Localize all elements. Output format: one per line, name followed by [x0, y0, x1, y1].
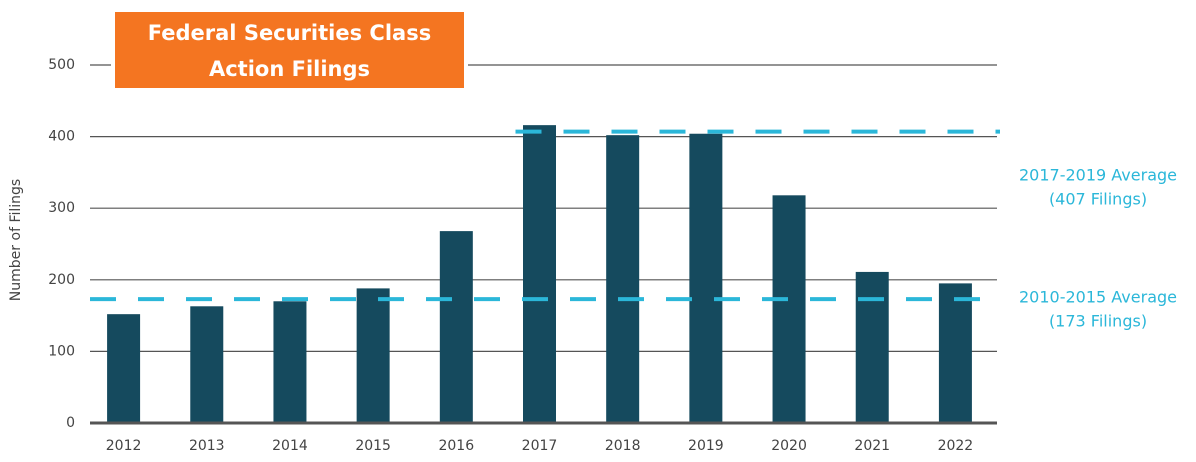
x-tick-label: 2020: [771, 438, 807, 454]
reference-label: (173 Filings): [1049, 312, 1147, 331]
bar: [855, 271, 889, 423]
x-tick-label: 2018: [605, 438, 641, 454]
bar: [938, 283, 972, 423]
bar: [439, 231, 473, 423]
bar: [356, 288, 390, 423]
bar: [190, 306, 224, 423]
x-tick-label: 2016: [438, 438, 474, 454]
y-axis-label: Number of Filings: [8, 179, 24, 301]
y-tick-label: 100: [48, 343, 75, 359]
x-tick-label: 2017: [522, 438, 558, 454]
x-tick-label: 2012: [106, 438, 142, 454]
x-tick-label: 2019: [688, 438, 724, 454]
x-tick-label: 2021: [854, 438, 890, 454]
y-tick-label: 500: [48, 57, 75, 73]
x-tick-label: 2015: [355, 438, 391, 454]
chart-title: Action Filings: [209, 57, 370, 81]
bar: [689, 133, 723, 423]
reference-label: 2010-2015 Average: [1019, 288, 1177, 307]
reference-label: 2017-2019 Average: [1019, 166, 1177, 185]
x-tick-label: 2022: [938, 438, 974, 454]
y-tick-label: 300: [48, 200, 75, 216]
chart-title: Federal Securities Class: [148, 21, 431, 45]
reference-label: (407 Filings): [1049, 190, 1147, 209]
bar: [523, 125, 556, 424]
y-tick-label: 0: [66, 415, 75, 431]
y-tick-label: 200: [48, 272, 75, 288]
title-box: [111, 8, 468, 92]
y-tick-label: 400: [48, 129, 75, 145]
x-tick-label: 2014: [272, 438, 308, 454]
x-tick-label: 2013: [189, 438, 225, 454]
bar: [273, 301, 307, 423]
bar: [107, 314, 141, 423]
bar: [772, 195, 806, 423]
bar: [606, 135, 640, 423]
